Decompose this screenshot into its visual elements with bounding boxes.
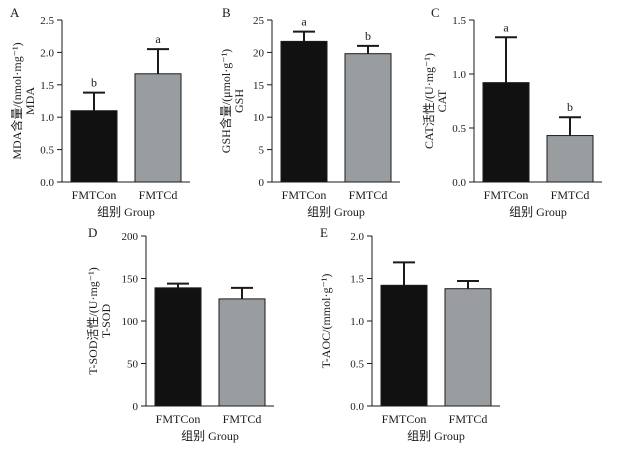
x-axis-title: 组别 Group	[407, 429, 465, 443]
chart-panel-e: E 0.0 0.5 1.0 1.5 2.0 FMTCon FMTCd 组别 Group T-AOC…	[319, 225, 500, 443]
chart-panel-d: D 0 50 100 150 200 FMTCon FMTCd 组别 Group T-SOD活性/…	[86, 225, 274, 443]
y-axis-title: T-SOD活性/(U·mg⁻¹)	[86, 267, 100, 375]
x-category-label: FMTCd	[551, 188, 590, 202]
y-tick-label: 0	[259, 177, 265, 189]
y-tick-label: 1.0	[40, 112, 54, 124]
y-tick-label: 2.0	[350, 231, 364, 243]
bar-fmtcd	[344, 53, 392, 183]
y-tick-label: 5	[259, 145, 265, 157]
y-tick-label: 2.5	[40, 15, 54, 27]
y-tick-label: 15	[253, 80, 265, 92]
y-tick-label: 1.5	[452, 15, 466, 27]
y-tick-label: 25	[253, 15, 265, 27]
significance-letter: a	[155, 32, 161, 46]
y-tick-label: 150	[122, 274, 139, 286]
y-tick-label: 20	[253, 47, 265, 59]
x-category-label: FMTCd	[449, 412, 488, 426]
y-axis-title: MDA含量/(nmol·mg⁻¹)	[9, 42, 24, 159]
y-tick-label: 1.5	[40, 80, 54, 92]
bar-fmtcd	[134, 73, 182, 183]
y-axis-title-secondary: GSH	[232, 89, 246, 113]
x-axis-title: 组别 Group	[509, 205, 567, 219]
bar-fmtcon	[154, 287, 202, 407]
chart-panel-b: B 0 5 10 15 20 25 a FMTCon b FMTCd 组别 Group GSH含量/(μ…	[218, 5, 400, 219]
chart-panel-a: A 0.0 0.5 1.0 1.5 2.0 2.5 b FMTCon a FMTCd 组别 Group…	[9, 5, 190, 219]
x-category-label: FMTCon	[156, 412, 201, 426]
y-axis-title: T-AOC/(mmol·g⁻¹)	[319, 274, 333, 369]
y-tick-label: 10	[253, 112, 265, 124]
y-tick-label: 0.0	[452, 177, 466, 189]
x-category-label: FMTCd	[223, 412, 262, 426]
y-tick-label: 1.0	[452, 69, 466, 81]
y-tick-label: 1.0	[350, 316, 364, 328]
y-tick-label: 0.5	[452, 123, 466, 135]
y-tick-label: 50	[127, 359, 139, 371]
y-axis-title: CAT活性/(U·mg⁻¹)	[422, 53, 436, 149]
bar-fmtcd	[546, 135, 594, 183]
significance-letter: a	[503, 20, 509, 34]
chart-panel-c: C 0.0 0.5 1.0 1.5 a FMTCon b FMTCd 组别 Group CAT活性/…	[422, 5, 602, 219]
x-category-label: FMTCon	[282, 188, 327, 202]
y-axis-title-secondary: T-SOD	[99, 304, 113, 339]
y-tick-label: 100	[122, 316, 139, 328]
bar-fmtcon	[380, 284, 428, 407]
x-axis-title: 组别 Group	[97, 205, 155, 219]
x-category-label: FMTCd	[139, 188, 178, 202]
y-tick-label: 0.5	[40, 145, 54, 157]
bar-fmtcon	[482, 82, 530, 183]
y-axis-title-secondary: MDA	[23, 87, 37, 115]
x-axis-title: 组别 Group	[307, 205, 365, 219]
y-tick-label: 0.0	[350, 401, 364, 413]
x-axis-title: 组别 Group	[181, 429, 239, 443]
y-tick-label: 200	[122, 231, 139, 243]
significance-letter: b	[567, 100, 573, 114]
bar-fmtcon	[280, 40, 328, 183]
x-category-label: FMTCon	[72, 188, 117, 202]
panel-letter: D	[88, 225, 97, 240]
panel-letter: C	[431, 5, 440, 20]
y-axis-title-secondary: CAT	[435, 89, 449, 112]
panel-letter: A	[10, 5, 20, 20]
y-tick-label: 0.0	[40, 177, 54, 189]
significance-letter: b	[365, 29, 371, 43]
bar-fmtcd	[444, 288, 492, 407]
y-tick-label: 0	[133, 401, 139, 413]
significance-letter: a	[301, 15, 307, 29]
bar-fmtcon	[70, 110, 118, 183]
panel-letter: B	[222, 5, 231, 20]
y-tick-label: 2.0	[40, 47, 54, 59]
y-tick-label: 1.5	[350, 274, 364, 286]
bar-fmtcd	[218, 298, 266, 407]
panel-letter: E	[320, 225, 328, 240]
x-category-label: FMTCon	[382, 412, 427, 426]
significance-letter: b	[91, 76, 97, 90]
y-axis-title: GSH含量/(μmol·g⁻¹)	[218, 49, 233, 153]
y-tick-label: 0.5	[350, 359, 364, 371]
x-category-label: FMTCd	[349, 188, 388, 202]
x-category-label: FMTCon	[484, 188, 529, 202]
